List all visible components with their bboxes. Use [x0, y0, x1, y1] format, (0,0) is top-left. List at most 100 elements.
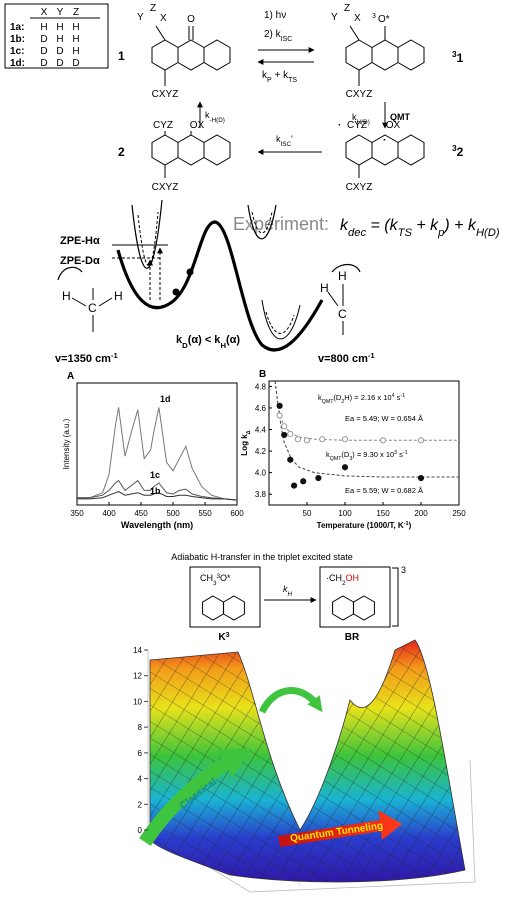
label: QMT: [390, 112, 410, 122]
label: O: [187, 14, 195, 25]
bond: [98, 297, 113, 307]
label: CXYZ: [346, 89, 373, 100]
text-part: 1: [457, 51, 464, 65]
label: Y: [137, 12, 144, 23]
label: H: [62, 289, 71, 303]
text-part: k: [205, 110, 210, 120]
potential-curve: [247, 204, 277, 240]
table-cell: D: [40, 46, 47, 57]
compound-label: 31: [452, 49, 464, 65]
potential-curve: [261, 299, 301, 340]
green-arrow: [258, 687, 323, 714]
x-tick-label: 150: [376, 509, 390, 518]
text-part: -H(D): [210, 117, 225, 124]
label: Z: [150, 3, 156, 14]
data-point: [281, 423, 288, 430]
ring: [397, 134, 425, 166]
label: Experiment:: [233, 214, 329, 234]
text-part: H: [288, 591, 293, 598]
text-part: QMT: [330, 456, 342, 462]
text-part: Ea = 5.49; W = 0.654 Å: [345, 414, 423, 423]
label: BR: [345, 632, 360, 643]
fit-line: [274, 381, 459, 478]
text-part: dec: [348, 227, 366, 239]
x-tick-label: 500: [166, 509, 180, 518]
text-part: H(D): [357, 119, 370, 126]
data-point: [303, 437, 311, 444]
label: kP + kTS: [262, 70, 297, 84]
text-part: D: [182, 341, 188, 350]
y-tick-label: 4.4: [255, 426, 267, 435]
reactant-box: [189, 566, 261, 628]
y-axis-label: Intensity (a.u.): [62, 418, 71, 469]
text-part: 2: [342, 580, 346, 587]
bond: [71, 297, 87, 307]
z-tick-label: 8: [138, 723, 143, 732]
text-part: CH: [200, 573, 213, 583]
text-part: ) +: [442, 217, 468, 234]
label: H: [320, 281, 329, 295]
data-point: [417, 437, 425, 444]
label: kdec = (kTS + kp) + kH(D): [340, 217, 500, 239]
ring: [353, 595, 375, 621]
ring: [177, 134, 205, 166]
table-cell: 1d:: [10, 58, 25, 69]
text-part: = (: [366, 217, 391, 234]
table-header: X: [41, 7, 48, 18]
text-part: ·CH: [326, 573, 342, 583]
label: CYZ: [153, 120, 173, 131]
label: ZPE-Dα: [60, 255, 100, 267]
x-tick-label: 400: [102, 509, 116, 518]
text-part: OH: [346, 573, 360, 583]
text-part: 3: [452, 49, 457, 59]
z-tick-label: 2: [138, 800, 143, 809]
x-tick-label: 100: [338, 509, 352, 518]
series-label: 1c: [150, 470, 160, 480]
text-part: H) = 2.16 x 10: [344, 393, 391, 402]
label: K3: [218, 632, 229, 644]
data-point: [341, 464, 349, 471]
x-tick-label: 600: [230, 509, 244, 518]
ring: [151, 134, 179, 166]
label: 3: [401, 565, 406, 575]
bracket: [392, 567, 399, 627]
table-cell: H: [40, 22, 47, 33]
text-part: k: [283, 584, 288, 594]
label: C: [338, 307, 347, 321]
text-part: 4: [392, 393, 395, 399]
surface-plot: [139, 566, 476, 893]
ring: [203, 134, 231, 166]
text-part: k: [262, 70, 268, 81]
ring: [203, 39, 231, 71]
label: ·CH2OH: [326, 573, 359, 587]
spectrum-line: [77, 479, 238, 501]
text-part: (α): [226, 334, 240, 346]
text-part: v=1350 cm: [55, 353, 111, 365]
table-cell: D: [56, 58, 63, 69]
ring: [177, 39, 205, 71]
label: X: [160, 13, 167, 24]
label: 2) kISC: [264, 29, 292, 43]
ring: [223, 595, 245, 621]
text-part: Δ: [246, 430, 252, 434]
compound-label: 2: [118, 145, 125, 159]
table-cell: D: [40, 58, 47, 69]
x-axis-label: Temperature (1000/T, K-1): [317, 521, 412, 530]
text-part: P: [267, 77, 272, 84]
table-cell: H: [72, 22, 79, 33]
z-tick-label: 0: [138, 826, 143, 835]
z-tick-label: 12: [133, 672, 142, 681]
text-part: k: [318, 393, 322, 402]
label: O*: [378, 14, 390, 25]
text-part: QMT: [322, 399, 334, 405]
point: [186, 268, 194, 276]
table-cell: D: [56, 46, 63, 57]
potential-curve: [131, 199, 163, 269]
text-part: 3: [217, 573, 221, 580]
text-part: Ea = 5.59; W = 0.682 Å: [345, 486, 423, 495]
text-part: ISC: [281, 36, 293, 43]
table-cell: 1a:: [10, 22, 24, 33]
text-part: 2: [457, 145, 464, 159]
